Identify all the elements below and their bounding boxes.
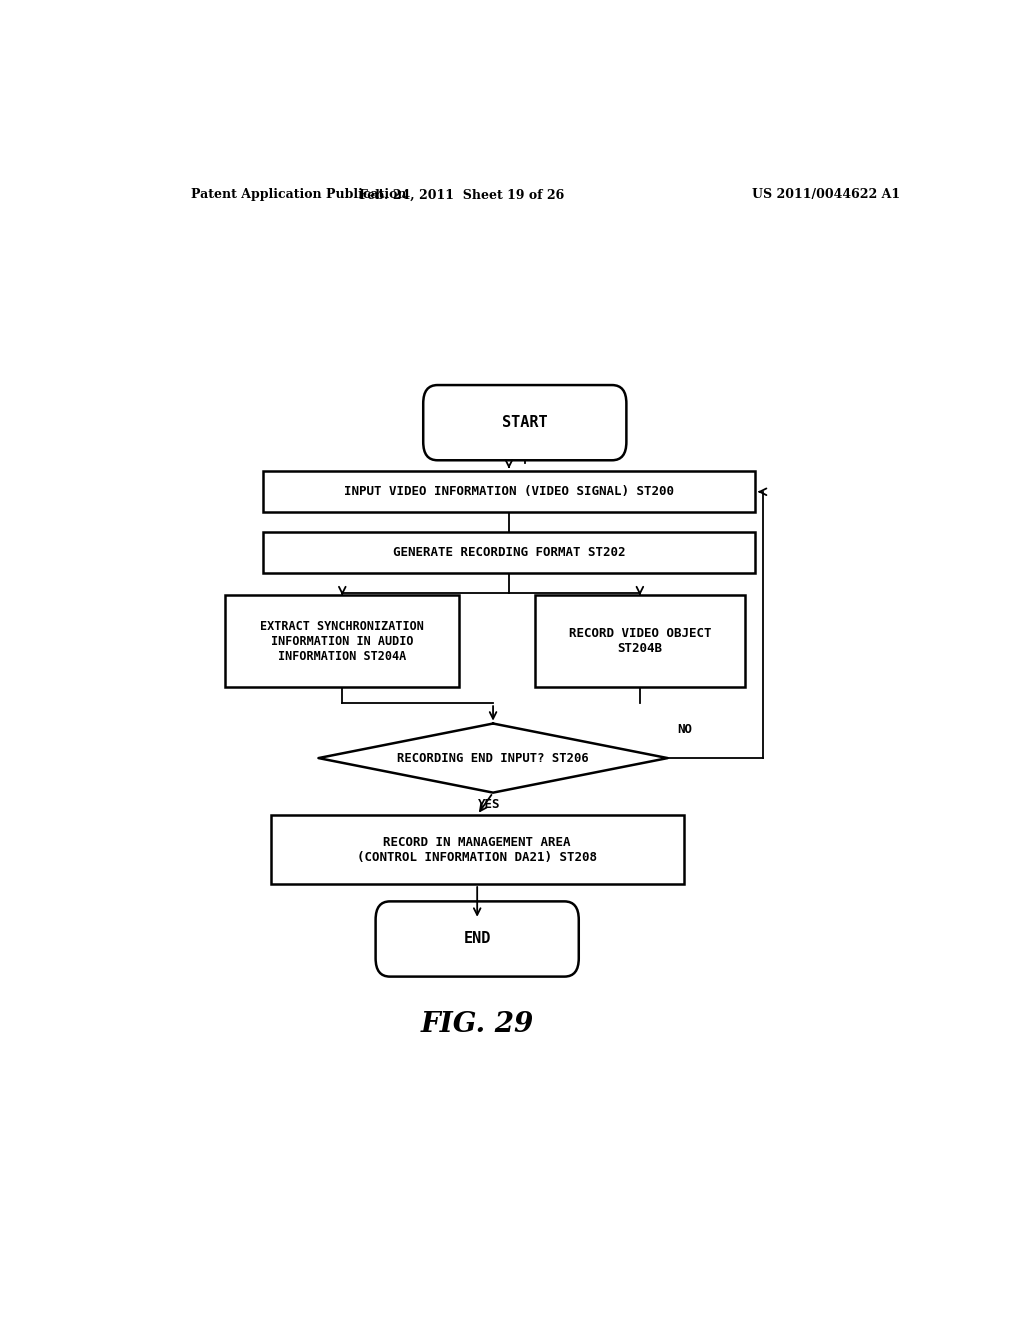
Text: NO: NO	[677, 723, 692, 735]
Text: EXTRACT SYNCHRONIZATION
INFORMATION IN AUDIO
INFORMATION ST204A: EXTRACT SYNCHRONIZATION INFORMATION IN A…	[260, 619, 424, 663]
Text: END: END	[464, 932, 490, 946]
Text: RECORD IN MANAGEMENT AREA
(CONTROL INFORMATION DA21) ST208: RECORD IN MANAGEMENT AREA (CONTROL INFOR…	[357, 836, 597, 863]
Bar	[263, 471, 755, 512]
Text: Feb. 24, 2011  Sheet 19 of 26: Feb. 24, 2011 Sheet 19 of 26	[358, 189, 564, 202]
Text: US 2011/0044622 A1: US 2011/0044622 A1	[753, 189, 900, 202]
Polygon shape	[318, 723, 668, 792]
Bar	[225, 595, 460, 686]
Text: START: START	[502, 416, 548, 430]
Text: RECORDING END INPUT? ST206: RECORDING END INPUT? ST206	[397, 751, 589, 764]
FancyBboxPatch shape	[376, 902, 579, 977]
Text: GENERATE RECORDING FORMAT ST202: GENERATE RECORDING FORMAT ST202	[392, 546, 626, 560]
Text: RECORD VIDEO OBJECT
ST204B: RECORD VIDEO OBJECT ST204B	[568, 627, 711, 655]
Bar	[535, 595, 745, 686]
Bar	[270, 814, 684, 884]
Bar	[263, 532, 755, 573]
Text: Patent Application Publication: Patent Application Publication	[191, 189, 407, 202]
Text: YES: YES	[478, 797, 501, 810]
Text: FIG. 29: FIG. 29	[421, 1011, 534, 1038]
Text: INPUT VIDEO INFORMATION (VIDEO SIGNAL) ST200: INPUT VIDEO INFORMATION (VIDEO SIGNAL) S…	[344, 486, 674, 498]
FancyBboxPatch shape	[423, 385, 627, 461]
